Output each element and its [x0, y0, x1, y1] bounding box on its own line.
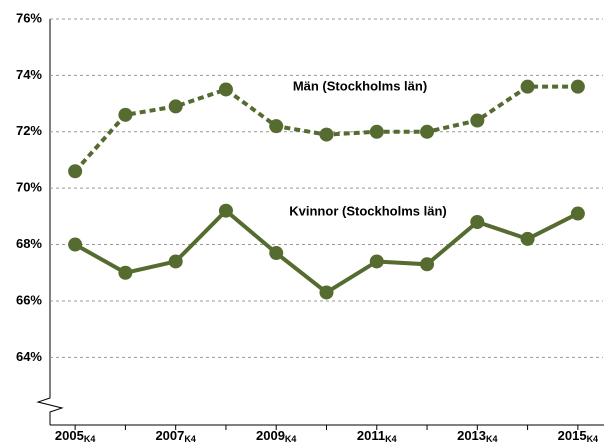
data-point	[168, 99, 183, 114]
y-axis	[36, 19, 64, 425]
data-point	[218, 203, 233, 218]
x-tick-quarter: K4	[285, 434, 297, 443]
data-point	[218, 82, 233, 97]
x-tick-label: 2009K4	[256, 428, 296, 443]
data-point	[520, 79, 535, 94]
data-point	[269, 246, 284, 261]
data-point	[470, 113, 485, 128]
data-point	[520, 231, 535, 246]
data-point	[369, 254, 384, 269]
x-tick-quarter: K4	[184, 434, 196, 443]
data-point	[570, 206, 585, 221]
data-point	[570, 79, 585, 94]
series-label: Män (Stockholms län)	[293, 78, 427, 93]
x-tick-quarter: K4	[385, 434, 397, 443]
data-point	[68, 164, 83, 179]
series-line	[74, 208, 579, 295]
data-point	[319, 285, 334, 300]
data-point	[369, 124, 384, 139]
x-tick-year: 2013	[457, 428, 486, 443]
y-tick-label: 64%	[16, 349, 42, 364]
series-label: Kvinnor (Stockholms län)	[289, 203, 446, 218]
x-tick-label: 2007K4	[155, 428, 195, 443]
x-tick-quarter: K4	[486, 434, 498, 443]
x-tick-quarter: K4	[84, 434, 96, 443]
x-tick-label: 2015K4	[558, 428, 598, 443]
data-point	[68, 237, 83, 252]
x-tick-label: 2011K4	[357, 428, 397, 443]
x-tick-year: 2007	[155, 428, 184, 443]
data-point	[118, 265, 133, 280]
data-point	[470, 215, 485, 229]
x-tick-label: 2005K4	[55, 428, 95, 443]
y-tick-label: 72%	[16, 123, 42, 138]
x-tick-quarter: K4	[587, 434, 599, 443]
x-tick-year: 2011	[357, 428, 385, 443]
data-point	[118, 107, 133, 122]
x-tick-year: 2005	[55, 428, 84, 443]
data-point	[319, 127, 334, 142]
x-tick-label: 2013K4	[457, 428, 497, 443]
data-point	[420, 124, 435, 139]
data-point	[420, 257, 435, 272]
x-tick-year: 2009	[256, 428, 285, 443]
y-tick-label: 76%	[16, 10, 42, 25]
x-tick-year: 2015	[558, 428, 587, 443]
y-tick-label: 66%	[16, 292, 42, 307]
y-tick-label: 74%	[16, 67, 42, 82]
y-tick-label: 70%	[16, 180, 42, 195]
data-point	[269, 119, 284, 134]
data-point	[168, 254, 183, 269]
y-tick-label: 68%	[16, 236, 42, 251]
